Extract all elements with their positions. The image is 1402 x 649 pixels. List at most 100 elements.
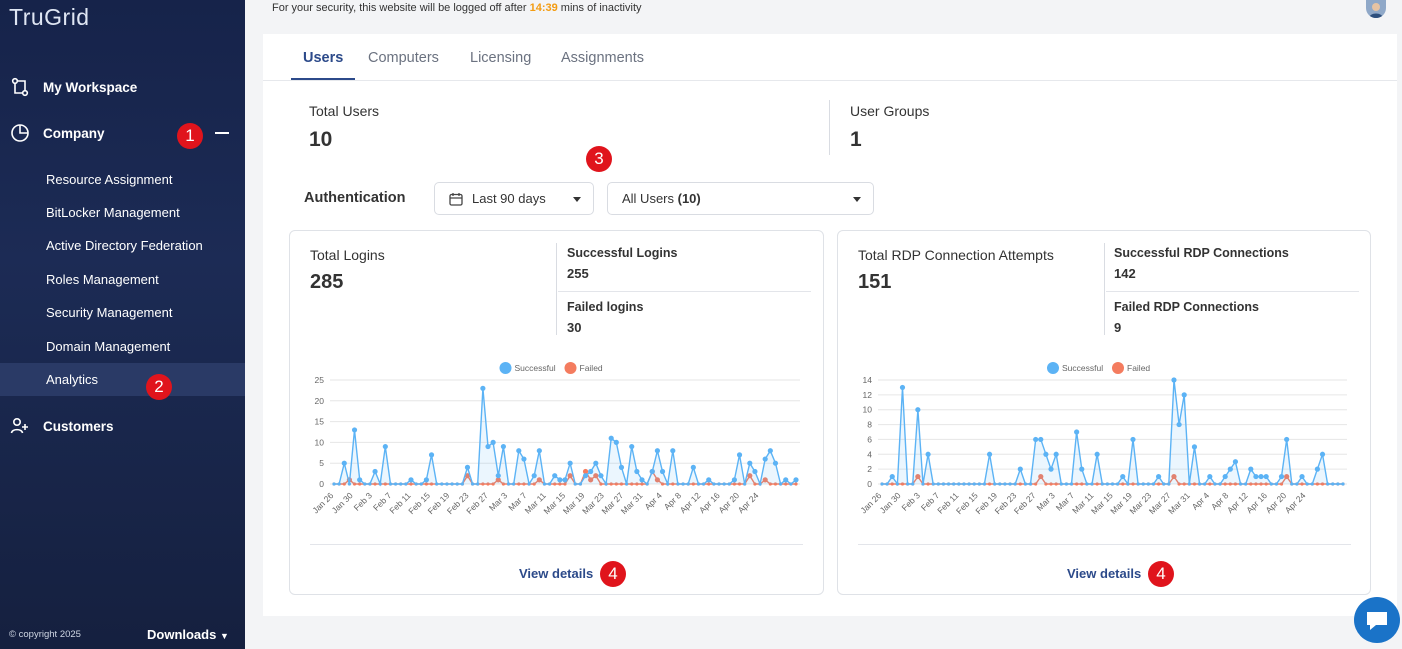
point-successful <box>747 460 753 466</box>
avatar[interactable] <box>1366 0 1386 18</box>
nav-company[interactable]: Company <box>0 116 245 150</box>
chevron-down-icon <box>853 197 861 202</box>
point-successful <box>941 482 946 486</box>
point-successful <box>388 482 393 486</box>
point-successful <box>404 482 408 486</box>
point-successful <box>382 443 388 450</box>
sidebar: TruGrid My Workspace Company 1 Resource … <box>0 0 245 649</box>
annotation-badge-4: 4 <box>1148 561 1174 587</box>
point-successful <box>1064 482 1068 486</box>
legend-failed-label: Failed <box>1127 363 1150 373</box>
nav-customers[interactable]: Customers <box>0 409 245 443</box>
point-successful <box>598 473 604 479</box>
x-tick-label: Feb 27 <box>464 490 490 516</box>
x-tick-label: Feb 3 <box>900 490 923 513</box>
annotation-badge-3: 3 <box>586 146 612 172</box>
view-details-link[interactable]: View details <box>519 566 594 581</box>
point-failed <box>1049 482 1053 486</box>
stats-divider <box>829 100 830 155</box>
nav-my-workspace[interactable]: My Workspace <box>0 70 245 104</box>
point-successful <box>608 435 614 441</box>
successful-rdp-label: Successful RDP Connections <box>1114 246 1289 260</box>
point-failed <box>522 482 526 486</box>
point-successful <box>1274 482 1279 486</box>
sidebar-item-bitlocker-management[interactable]: BitLocker Management <box>0 196 245 229</box>
sidebar-item-domain-management[interactable]: Domain Management <box>0 330 245 363</box>
point-successful <box>337 482 341 486</box>
point-successful <box>1038 436 1044 443</box>
sidebar-item-roles-management[interactable]: Roles Management <box>0 263 245 296</box>
logins-panel: Total Logins 285 Successful Logins 255 F… <box>289 230 824 595</box>
point-successful <box>727 482 731 486</box>
point-successful <box>562 477 568 483</box>
collapse-icon[interactable] <box>215 132 229 134</box>
sidebar-item-analytics[interactable]: Analytics <box>0 363 245 396</box>
x-tick-label: Mar 31 <box>1166 490 1192 516</box>
point-failed <box>1054 482 1058 486</box>
trugrid-logo[interactable]: TruGrid <box>9 4 90 30</box>
point-successful <box>1253 473 1259 480</box>
point-failed <box>987 482 992 486</box>
tab-licensing[interactable]: Licensing <box>470 50 532 66</box>
point-successful <box>681 482 685 486</box>
point-failed <box>1121 482 1125 486</box>
point-successful <box>1085 482 1089 486</box>
point-successful <box>476 482 480 486</box>
point-successful <box>1141 482 1145 486</box>
point-failed <box>517 482 521 486</box>
point-successful <box>654 448 660 454</box>
sidebar-item-security-management[interactable]: Security Management <box>0 296 245 329</box>
point-successful <box>1284 436 1290 443</box>
point-successful <box>779 482 783 486</box>
point-successful <box>1146 482 1150 486</box>
point-successful <box>1213 482 1217 486</box>
point-failed <box>588 477 594 483</box>
point-successful <box>1299 473 1305 480</box>
point-successful <box>1116 482 1120 486</box>
point-successful <box>696 482 701 486</box>
point-failed <box>599 482 603 486</box>
point-successful <box>471 482 475 486</box>
point-successful <box>1290 482 1294 486</box>
sidebar-item-label: Active Directory Federation <box>46 238 203 253</box>
point-failed <box>495 477 501 483</box>
point-failed <box>352 482 357 486</box>
point-successful <box>1218 482 1222 486</box>
successful-logins-value: 255 <box>567 266 589 281</box>
chat-button[interactable] <box>1354 597 1400 643</box>
point-failed <box>582 468 589 475</box>
point-successful <box>1295 482 1299 486</box>
user-filter-select[interactable]: All Users (10) <box>607 182 874 215</box>
sidebar-item-resource-assignment[interactable]: Resource Assignment <box>0 163 245 196</box>
point-failed <box>409 482 413 486</box>
point-successful <box>1100 482 1104 486</box>
point-successful <box>967 482 971 486</box>
point-successful <box>686 482 690 486</box>
view-details-link[interactable]: View details <box>1067 566 1142 581</box>
y-tick-label: 25 <box>315 375 325 385</box>
sidebar-item-label: Analytics <box>46 372 99 387</box>
y-tick-label: 20 <box>315 396 325 406</box>
point-failed <box>1075 482 1079 486</box>
point-successful <box>1003 482 1007 486</box>
point-failed <box>1157 482 1161 486</box>
tab-assignments[interactable]: Assignments <box>561 50 645 66</box>
point-failed <box>1038 473 1044 480</box>
tab-users[interactable]: Users <box>303 50 344 66</box>
point-failed <box>532 482 536 486</box>
point-successful <box>772 460 779 466</box>
date-range-select[interactable]: Last 90 days <box>434 182 594 215</box>
point-successful <box>1059 482 1063 486</box>
sidebar-item-active-directory-federation[interactable]: Active Directory Federation <box>0 229 245 262</box>
sidebar-item-label: Resource Assignment <box>46 172 173 187</box>
tab-computers[interactable]: Computers <box>368 50 439 66</box>
point-successful <box>1191 444 1198 450</box>
downloads-menu[interactable]: Downloads ▼ <box>147 627 229 642</box>
point-successful <box>1341 482 1345 486</box>
y-tick-label: 10 <box>315 437 325 447</box>
x-tick-label: Mar 3 <box>487 490 510 513</box>
point-successful <box>783 477 789 483</box>
point-successful <box>1248 466 1254 472</box>
point-failed <box>536 477 542 483</box>
point-failed <box>1223 482 1227 486</box>
